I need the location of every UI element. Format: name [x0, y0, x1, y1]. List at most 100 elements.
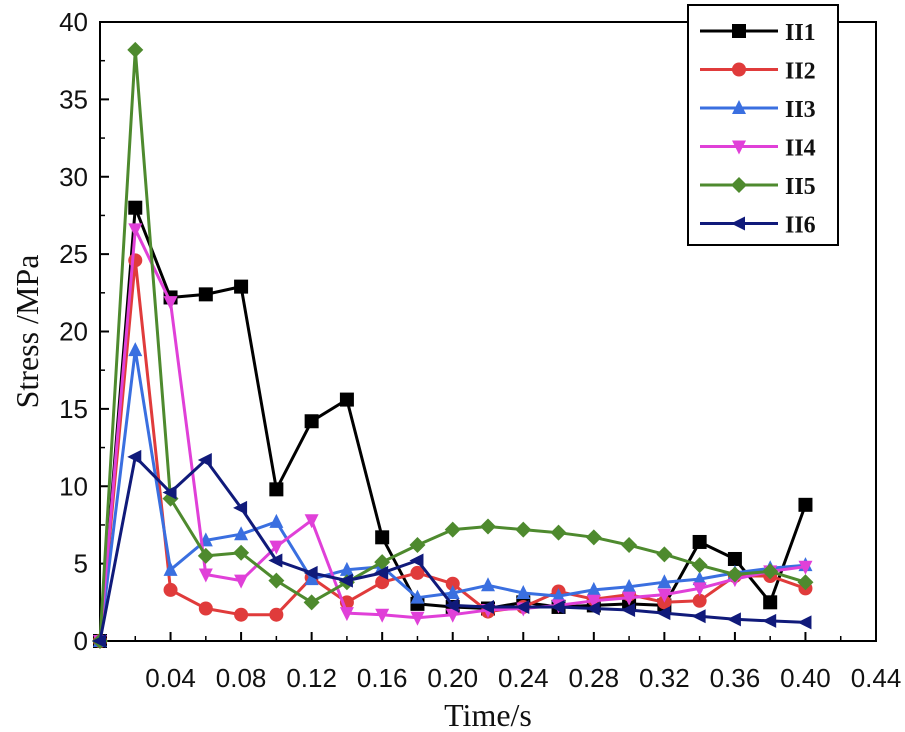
data-point: [234, 574, 249, 589]
data-point: [798, 497, 813, 512]
data-point: [797, 615, 812, 630]
data-point: [198, 568, 213, 583]
data-point: [163, 561, 178, 576]
data-point: [339, 392, 354, 407]
data-point: [163, 296, 178, 311]
data-point: [339, 607, 354, 622]
data-point: [128, 342, 143, 357]
data-point: [480, 518, 496, 535]
data-point: [234, 607, 249, 622]
data-point: [585, 601, 600, 616]
data-point: [550, 524, 567, 541]
legend-label: II3: [785, 97, 816, 123]
legend-label: II1: [785, 20, 816, 46]
data-point: [197, 452, 212, 467]
x-tick-label: 0.28: [569, 663, 620, 693]
data-point: [162, 485, 177, 500]
data-point: [657, 588, 672, 603]
data-point: [657, 574, 672, 589]
legend-item: II3: [700, 97, 816, 123]
data-point: [622, 578, 637, 593]
data-point: [621, 537, 638, 554]
legend-marker: [732, 62, 746, 77]
data-point: [515, 599, 530, 614]
y-tick-label: 25: [59, 239, 88, 269]
data-point: [445, 585, 460, 600]
data-point: [656, 606, 671, 621]
data-point: [445, 608, 460, 623]
legend-label: II5: [785, 174, 816, 200]
y-tick-label: 15: [59, 394, 88, 424]
data-point: [691, 609, 706, 624]
data-point: [762, 563, 779, 580]
data-point: [480, 599, 494, 614]
legend-item: II2: [700, 59, 816, 85]
y-tick-label: 5: [74, 549, 88, 579]
legend-marker: [731, 216, 745, 231]
y-axis-title: Stress /MPa: [9, 255, 45, 409]
data-point: [128, 223, 143, 238]
data-point: [198, 601, 213, 616]
data-point: [727, 551, 742, 566]
data-point: [127, 449, 142, 464]
data-point: [234, 279, 249, 294]
x-tick-label: 0.12: [286, 663, 337, 693]
data-point: [339, 561, 354, 576]
data-point: [128, 200, 143, 215]
data-point: [656, 546, 673, 563]
data-point: [445, 576, 460, 591]
y-tick-label: 0: [74, 626, 88, 656]
legend-label: II2: [785, 59, 816, 85]
data-point: [797, 574, 814, 591]
data-point: [304, 571, 319, 586]
data-point: [234, 526, 249, 541]
legend-marker: [732, 24, 746, 38]
data-point: [692, 593, 707, 608]
data-point: [269, 540, 284, 555]
data-point: [409, 553, 424, 568]
data-point: [268, 553, 283, 568]
x-tick-label: 0.36: [710, 663, 761, 693]
data-point: [269, 607, 284, 622]
y-tick-label: 20: [59, 317, 88, 347]
data-point: [622, 591, 637, 606]
legend-item: II1: [700, 20, 816, 46]
data-point: [163, 582, 178, 597]
x-tick-label: 0.44: [851, 663, 902, 693]
y-tick-label: 35: [59, 84, 88, 114]
data-point: [798, 560, 813, 575]
y-tick-label: 40: [59, 7, 88, 37]
x-tick-label: 0.32: [639, 663, 690, 693]
data-point: [303, 594, 320, 611]
data-point: [410, 589, 425, 604]
legend-label: II4: [785, 136, 816, 162]
x-tick-label: 0.40: [780, 663, 831, 693]
data-point: [726, 566, 743, 583]
legend-marker: [732, 100, 746, 114]
data-point: [410, 611, 425, 626]
data-point: [375, 575, 390, 590]
legend-marker: [732, 140, 746, 155]
data-point: [586, 594, 601, 609]
data-point: [621, 603, 636, 618]
data-point: [269, 482, 284, 497]
data-point: [233, 544, 250, 561]
x-tick-label: 0.04: [145, 663, 196, 693]
legend-marker: [731, 177, 747, 193]
data-point: [233, 500, 248, 515]
data-point: [128, 253, 143, 268]
data-point: [481, 577, 495, 592]
data-point: [374, 554, 391, 571]
x-tick-label: 0.16: [357, 663, 408, 693]
data-point: [304, 414, 319, 429]
y-tick-label: 30: [59, 162, 88, 192]
data-point: [691, 557, 708, 574]
data-point: [550, 599, 565, 614]
data-point: [726, 612, 741, 627]
data-point: [763, 595, 778, 610]
y-tick-label: 10: [59, 471, 88, 501]
legend: II1 II2 II3 II4 II5 II6: [687, 4, 839, 246]
data-point: [268, 572, 285, 589]
data-point: [692, 534, 707, 549]
x-tick-label: 0.08: [216, 663, 267, 693]
